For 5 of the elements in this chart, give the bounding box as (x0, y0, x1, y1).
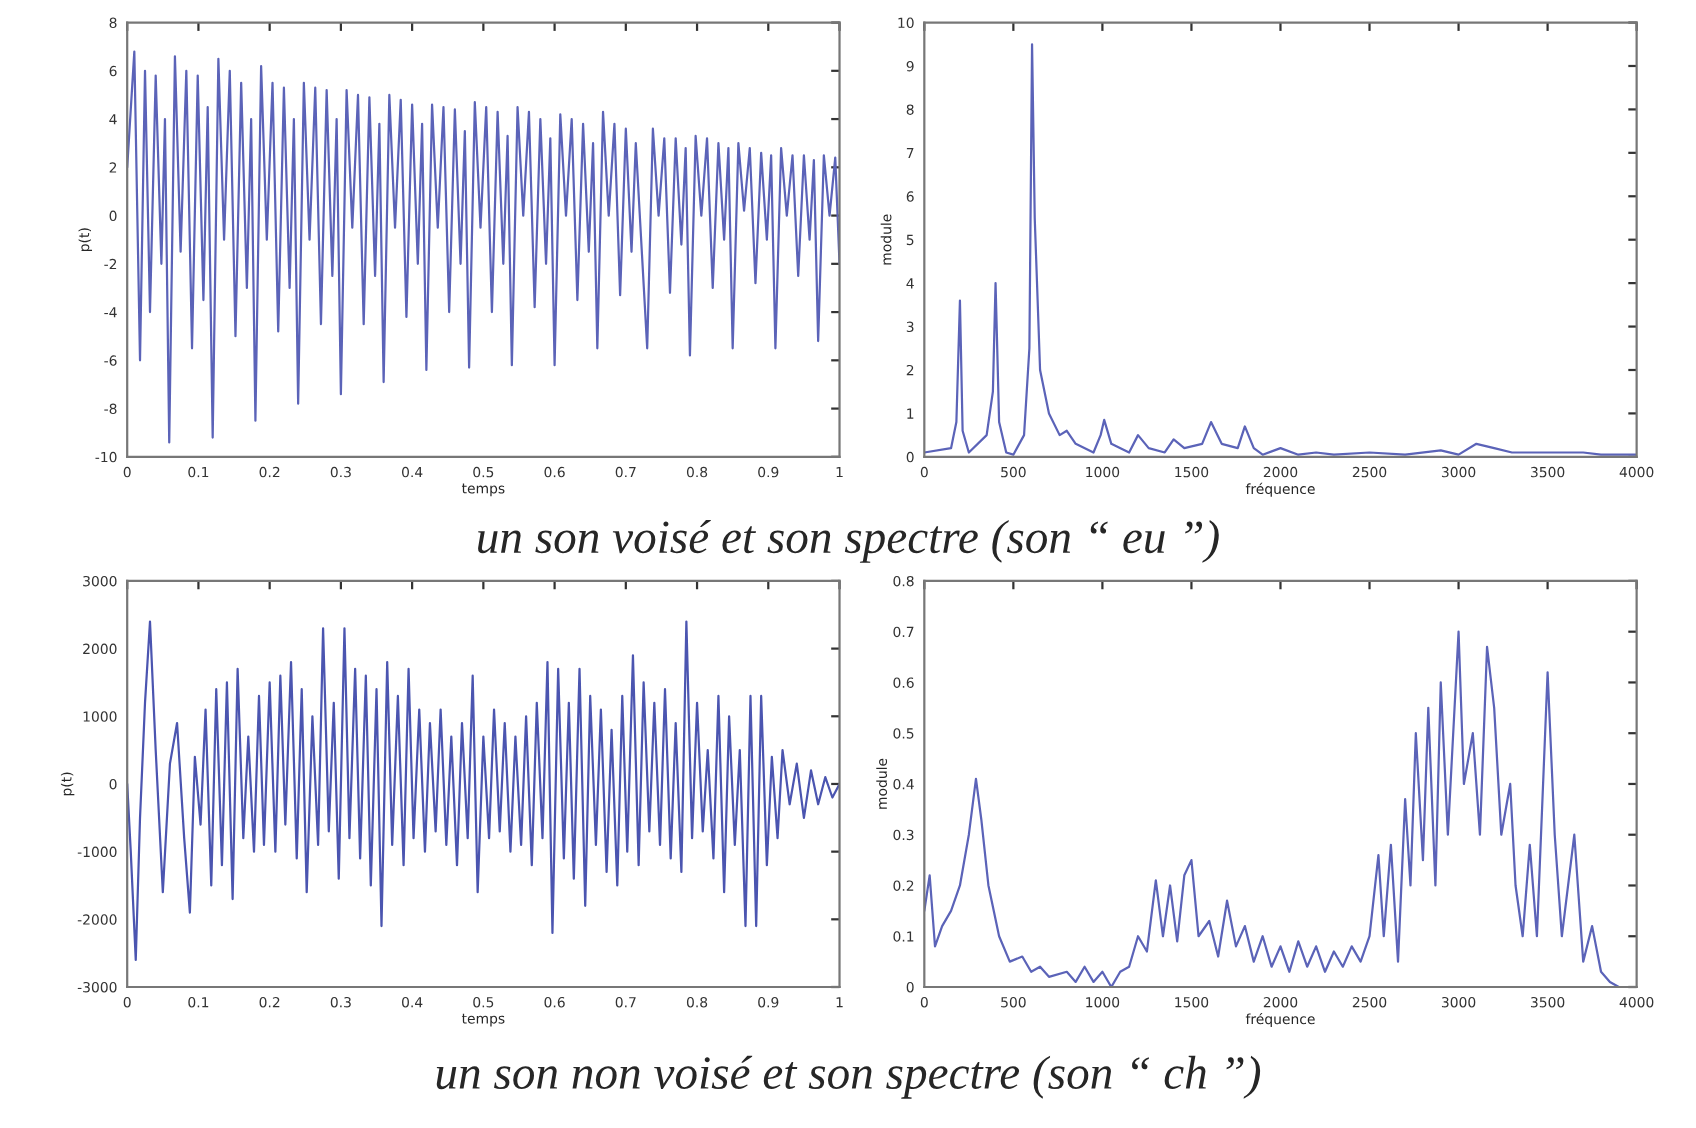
line-series (127, 620, 840, 962)
line-series (127, 50, 840, 444)
line-series (924, 630, 1620, 987)
text: un son non voisé et son spectre (son “ ch ”) (436, 1055, 1261, 1099)
text: un son voisé et son spectre (son “ eu ”) (478, 520, 1219, 563)
